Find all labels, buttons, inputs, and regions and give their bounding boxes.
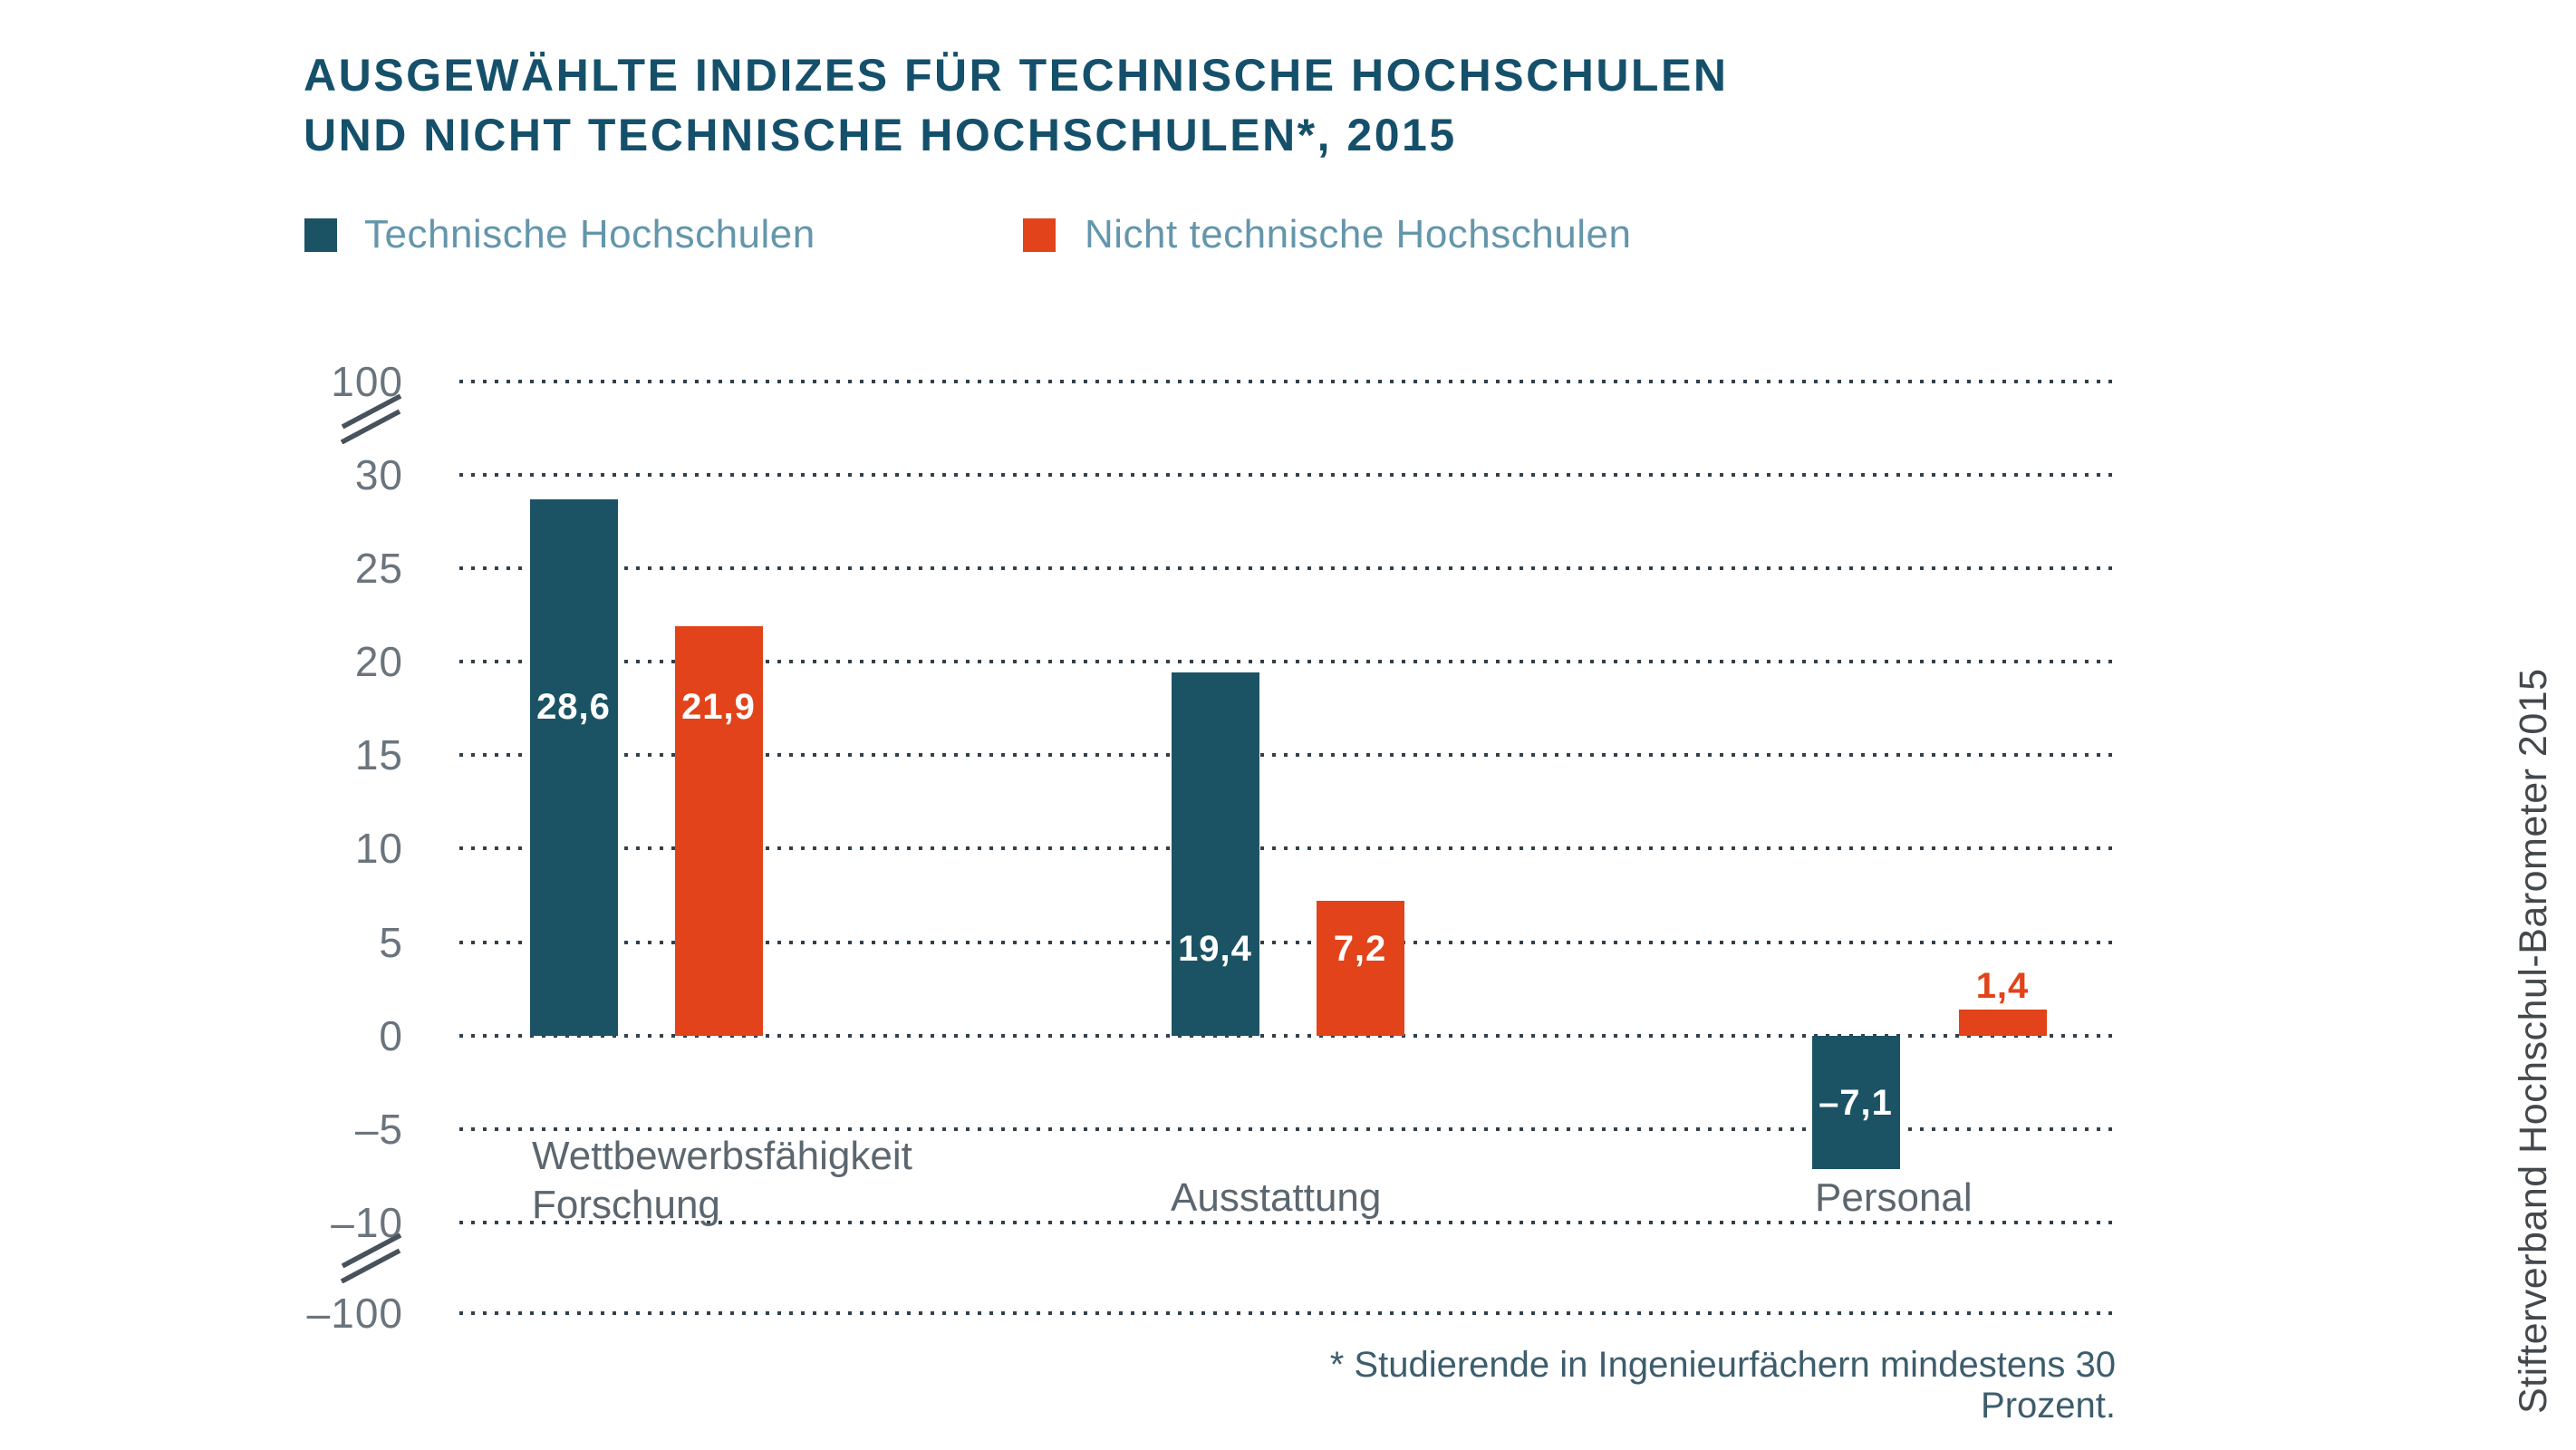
gridline-25 (459, 566, 2112, 570)
ytick-0: 0 (379, 1012, 403, 1059)
gridline-20 (459, 660, 2112, 663)
source-credit: Stifterverband Hochschul-Barometer 2015 (2512, 668, 2555, 1414)
category-label-personal: Personal (1815, 1175, 1973, 1220)
ytick-100: 100 (331, 358, 403, 405)
category-label-forschung-line1: Wettbewerbsfähigkeit (532, 1134, 912, 1178)
gridline-minus10 (459, 1221, 2112, 1224)
gridline-5 (459, 941, 2112, 944)
bar-forschung-nicht-technische (675, 626, 763, 1036)
value-label-ausstattung-nicht-technische: 7,2 (1333, 929, 1387, 969)
ytick-minus100: –100 (306, 1290, 403, 1337)
value-label-forschung-technische: 28,6 (536, 687, 611, 727)
gridline-0 (459, 1034, 2112, 1038)
category-label-forschung: Wettbewerbsfähigkeit Forschung (532, 1132, 912, 1230)
ytick-5: 5 (379, 919, 403, 966)
bar-personal-technische (1812, 1036, 1900, 1169)
gridline-100 (459, 380, 2112, 383)
footnote: * Studierende in Ingenieurfächern mindes… (1329, 1345, 2116, 1426)
legend-label-technische: Technische Hochschulen (364, 212, 815, 256)
value-label-forschung-nicht-technische: 21,9 (681, 687, 756, 727)
bar-ausstattung-technische (1172, 672, 1259, 1036)
gridline-10 (459, 846, 2112, 850)
chart-title-line1: AUSGEWÄHLTE INDIZES FÜR TECHNISCHE HOCHS… (304, 50, 1729, 101)
value-label-personal-nicht-technische: 1,4 (1975, 966, 2030, 1006)
ytick-25: 25 (354, 545, 403, 592)
bar-forschung-technische (530, 499, 618, 1036)
value-label-ausstattung-technische: 19,4 (1178, 929, 1252, 969)
bar-personal-nicht-technische (1959, 1010, 2047, 1036)
ytick-20: 20 (354, 638, 403, 685)
ytick-10: 10 (354, 825, 403, 872)
legend-swatch-nicht-technische (1023, 218, 1056, 252)
chart-title-line2: UND NICHT TECHNISCHE HOCHSCHULEN*, 2015 (304, 110, 1457, 160)
axis-break-top-icon (340, 393, 402, 444)
gridline-15 (459, 753, 2112, 757)
legend-label-nicht-technische: Nicht technische Hochschulen (1085, 212, 1632, 256)
gridline-30 (459, 473, 2112, 477)
ytick-30: 30 (354, 451, 403, 498)
category-label-ausstattung: Ausstattung (1171, 1175, 1382, 1220)
category-label-forschung-line2: Forschung (532, 1183, 720, 1227)
bar-ausstattung-nicht-technische (1317, 901, 1404, 1036)
gridline-minus100 (459, 1311, 2112, 1315)
gridline-minus5 (459, 1127, 2112, 1131)
legend-swatch-technische (304, 218, 337, 252)
value-label-personal-technische: –7,1 (1819, 1083, 1893, 1123)
chart-title: AUSGEWÄHLTE INDIZES FÜR TECHNISCHE HOCHS… (304, 45, 1728, 165)
ytick-minus5: –5 (354, 1106, 403, 1153)
ytick-15: 15 (354, 731, 403, 778)
axis-break-bottom-icon (340, 1232, 402, 1283)
